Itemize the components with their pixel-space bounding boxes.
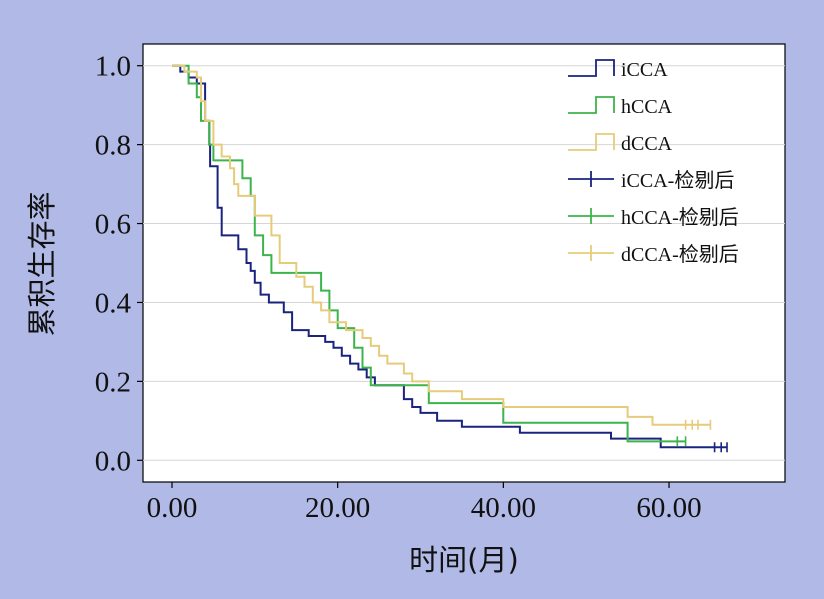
legend-item: dCCA <box>568 133 673 155</box>
legend-item: hCCA-检剔后 <box>568 206 739 229</box>
legend-label: hCCA-检剔后 <box>621 206 739 229</box>
legend-label: iCCA-检剔后 <box>621 169 734 192</box>
legend-label: iCCA <box>621 59 668 81</box>
y-tick-label: 0.8 <box>95 130 131 162</box>
y-tick-label: 0.0 <box>95 445 131 477</box>
legend-item: hCCA <box>568 96 673 118</box>
legend-label: hCCA <box>621 96 673 118</box>
legend-label: dCCA-检剔后 <box>621 243 739 266</box>
series-line-dCCA <box>172 64 711 426</box>
legend-item: dCCA-检剔后 <box>568 243 739 266</box>
legend-item: iCCA-检剔后 <box>568 169 734 192</box>
x-axis-title: 时间(月) <box>409 543 519 577</box>
y-axis-title: 累积生存率 <box>25 191 59 336</box>
legend-swatch <box>568 59 615 77</box>
grid-lines <box>143 65 785 461</box>
x-tick-label: 40.00 <box>471 492 536 524</box>
y-tick-label: 0.4 <box>95 287 132 319</box>
legend-swatch <box>568 96 615 114</box>
y-tick-label: 0.2 <box>95 366 131 398</box>
legend-swatch <box>568 133 615 151</box>
legend-item: iCCA <box>568 59 668 81</box>
series-lines <box>172 64 728 453</box>
y-tick-label: 0.6 <box>95 209 131 241</box>
legend-label: dCCA <box>621 133 673 155</box>
legend: iCCA hCCA dCCA iCCA-检剔后 hCCA-检剔后 dCCA-检剔后 <box>568 59 739 266</box>
axes: 0.0 0.2 0.4 0.6 0.8 1.0 0.00 20.00 40.00 60.00 <box>95 51 702 524</box>
x-tick-label: 60.00 <box>636 492 701 524</box>
x-tick-label: 20.00 <box>305 492 370 524</box>
y-tick-label: 1.0 <box>95 51 131 83</box>
x-tick-label: 0.00 <box>147 492 198 524</box>
